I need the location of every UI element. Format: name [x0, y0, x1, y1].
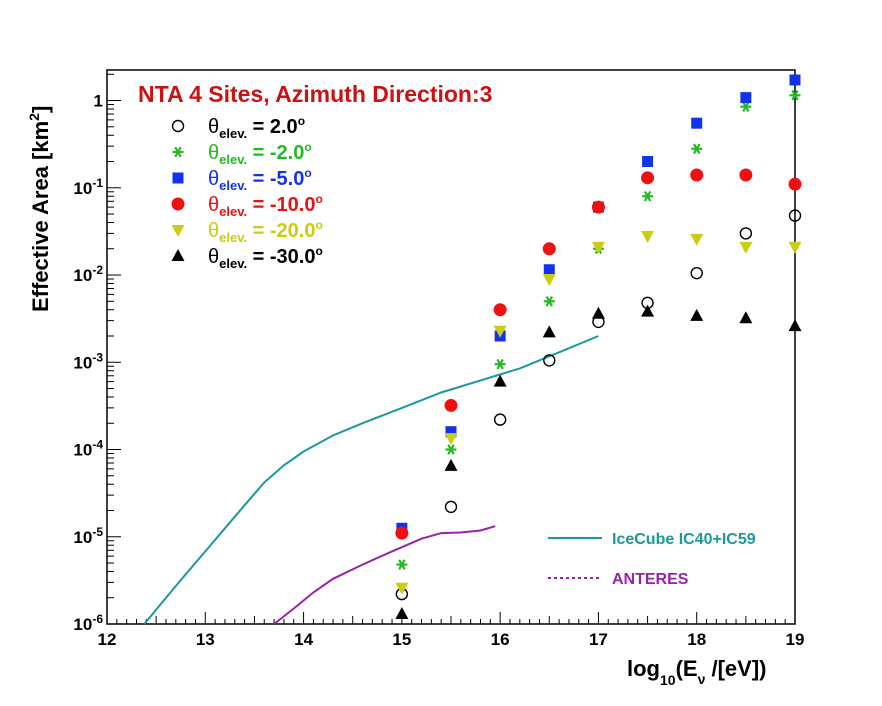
curve-icecube-ic40-ic59	[143, 335, 599, 625]
star-stroke	[693, 143, 701, 155]
x-tick-label: 18	[687, 630, 706, 649]
data-point-series-5	[788, 319, 802, 332]
data-point-series-4	[444, 433, 458, 446]
legend-marker-4	[171, 225, 185, 237]
data-point-series-4	[591, 241, 605, 254]
x-tick-label: 17	[589, 630, 608, 649]
x-tick-label: 14	[294, 630, 313, 649]
curve-legend-label-0: IceCube IC40+IC59	[612, 531, 756, 548]
legend-marker-2	[172, 172, 184, 184]
data-point-series-4	[690, 233, 704, 246]
y-tick-label: 10-5	[73, 525, 103, 547]
star-stroke	[643, 190, 652, 202]
data-point-series-5	[690, 308, 704, 321]
data-point-series-4	[493, 325, 507, 338]
data-point-series-1	[396, 559, 408, 570]
star-stroke	[545, 295, 553, 307]
legend-label-3: θelev. = -10.0o	[208, 192, 323, 219]
data-point-series-5	[542, 325, 556, 338]
x-tick-label: 16	[491, 630, 510, 649]
legend-marker-3	[171, 197, 185, 211]
data-point-series-5	[395, 607, 409, 620]
data-point-series-3	[444, 398, 458, 412]
data-point-series-2	[543, 264, 555, 276]
y-tick-label: 10-2	[73, 263, 103, 285]
data-point-series-3	[591, 200, 605, 214]
star-stroke	[496, 358, 504, 370]
legend-marker-5	[171, 249, 185, 261]
x-tick-label: 15	[392, 630, 411, 649]
data-point-series-3	[788, 177, 802, 191]
legend-label-4: θelev. = -20.0o	[208, 218, 323, 245]
y-tick-label: 1	[94, 92, 103, 111]
data-point-series-1	[494, 358, 506, 370]
data-point-series-0	[444, 500, 458, 514]
data-point-series-0	[690, 266, 703, 280]
legend-label-5: θelev. = -30.0o	[208, 244, 323, 271]
data-point-series-1	[691, 143, 703, 155]
data-point-series-2	[789, 74, 801, 86]
y-tick-label: 10-3	[73, 350, 103, 372]
chart-title: NTA 4 Sites, Azimuth Direction:3	[138, 81, 492, 107]
y-tick-label: 10-1	[73, 176, 103, 198]
legend-marker-0	[171, 119, 185, 133]
data-point-series-3	[395, 526, 409, 540]
star-stroke	[447, 444, 455, 455]
data-point-series-0	[739, 227, 753, 240]
x-tick-label: 19	[786, 630, 805, 649]
data-point-series-4	[395, 582, 409, 595]
legend-label-2: θelev. = -5.0o	[208, 166, 312, 193]
star-stroke	[791, 89, 799, 101]
data-point-series-0	[493, 413, 507, 426]
x-tick-label: 12	[98, 630, 117, 649]
data-point-series-1	[642, 190, 654, 202]
y-axis-label: Effective Area [km2]	[26, 106, 53, 312]
y-tick-label: 10-6	[73, 612, 103, 634]
x-tick-label: 13	[196, 630, 215, 649]
data-point-series-3	[690, 168, 704, 182]
data-point-series-5	[493, 374, 507, 387]
legend-label-0: θelev. = 2.0o	[208, 114, 305, 141]
data-point-series-2	[691, 117, 703, 129]
data-point-series-3	[542, 242, 556, 256]
star-stroke	[742, 101, 750, 113]
data-point-series-1	[789, 89, 801, 101]
legend-label-1: θelev. = -2.0o	[208, 140, 312, 167]
data-point-series-1	[543, 295, 555, 307]
data-point-series-1	[740, 101, 752, 113]
data-point-series-5	[641, 304, 655, 317]
data-point-series-3	[739, 168, 753, 182]
data-point-series-2	[445, 426, 457, 438]
curve-anteres	[273, 525, 496, 625]
x-axis-label: log10(Eν /[eV])	[627, 656, 767, 688]
data-point-series-4	[788, 241, 802, 254]
data-point-series-2	[642, 156, 654, 168]
data-point-series-2	[740, 92, 752, 104]
data-point-series-5	[444, 458, 458, 471]
y-tick-label: 10-4	[73, 438, 103, 460]
data-point-series-1	[445, 444, 457, 455]
curve-legend-label-1: ANTERES	[612, 571, 689, 588]
star-stroke	[398, 559, 406, 570]
data-point-series-3	[641, 171, 655, 185]
data-point-series-4	[641, 231, 655, 244]
data-point-series-5	[739, 311, 753, 324]
data-point-series-4	[739, 241, 753, 254]
data-point-series-5	[591, 306, 605, 319]
data-point-series-0	[543, 354, 556, 367]
star-stroke	[174, 146, 182, 158]
legend-marker-1	[172, 146, 184, 158]
data-point-series-3	[493, 303, 507, 317]
data-point-series-4	[542, 274, 556, 287]
data-point-series-0	[788, 209, 802, 222]
